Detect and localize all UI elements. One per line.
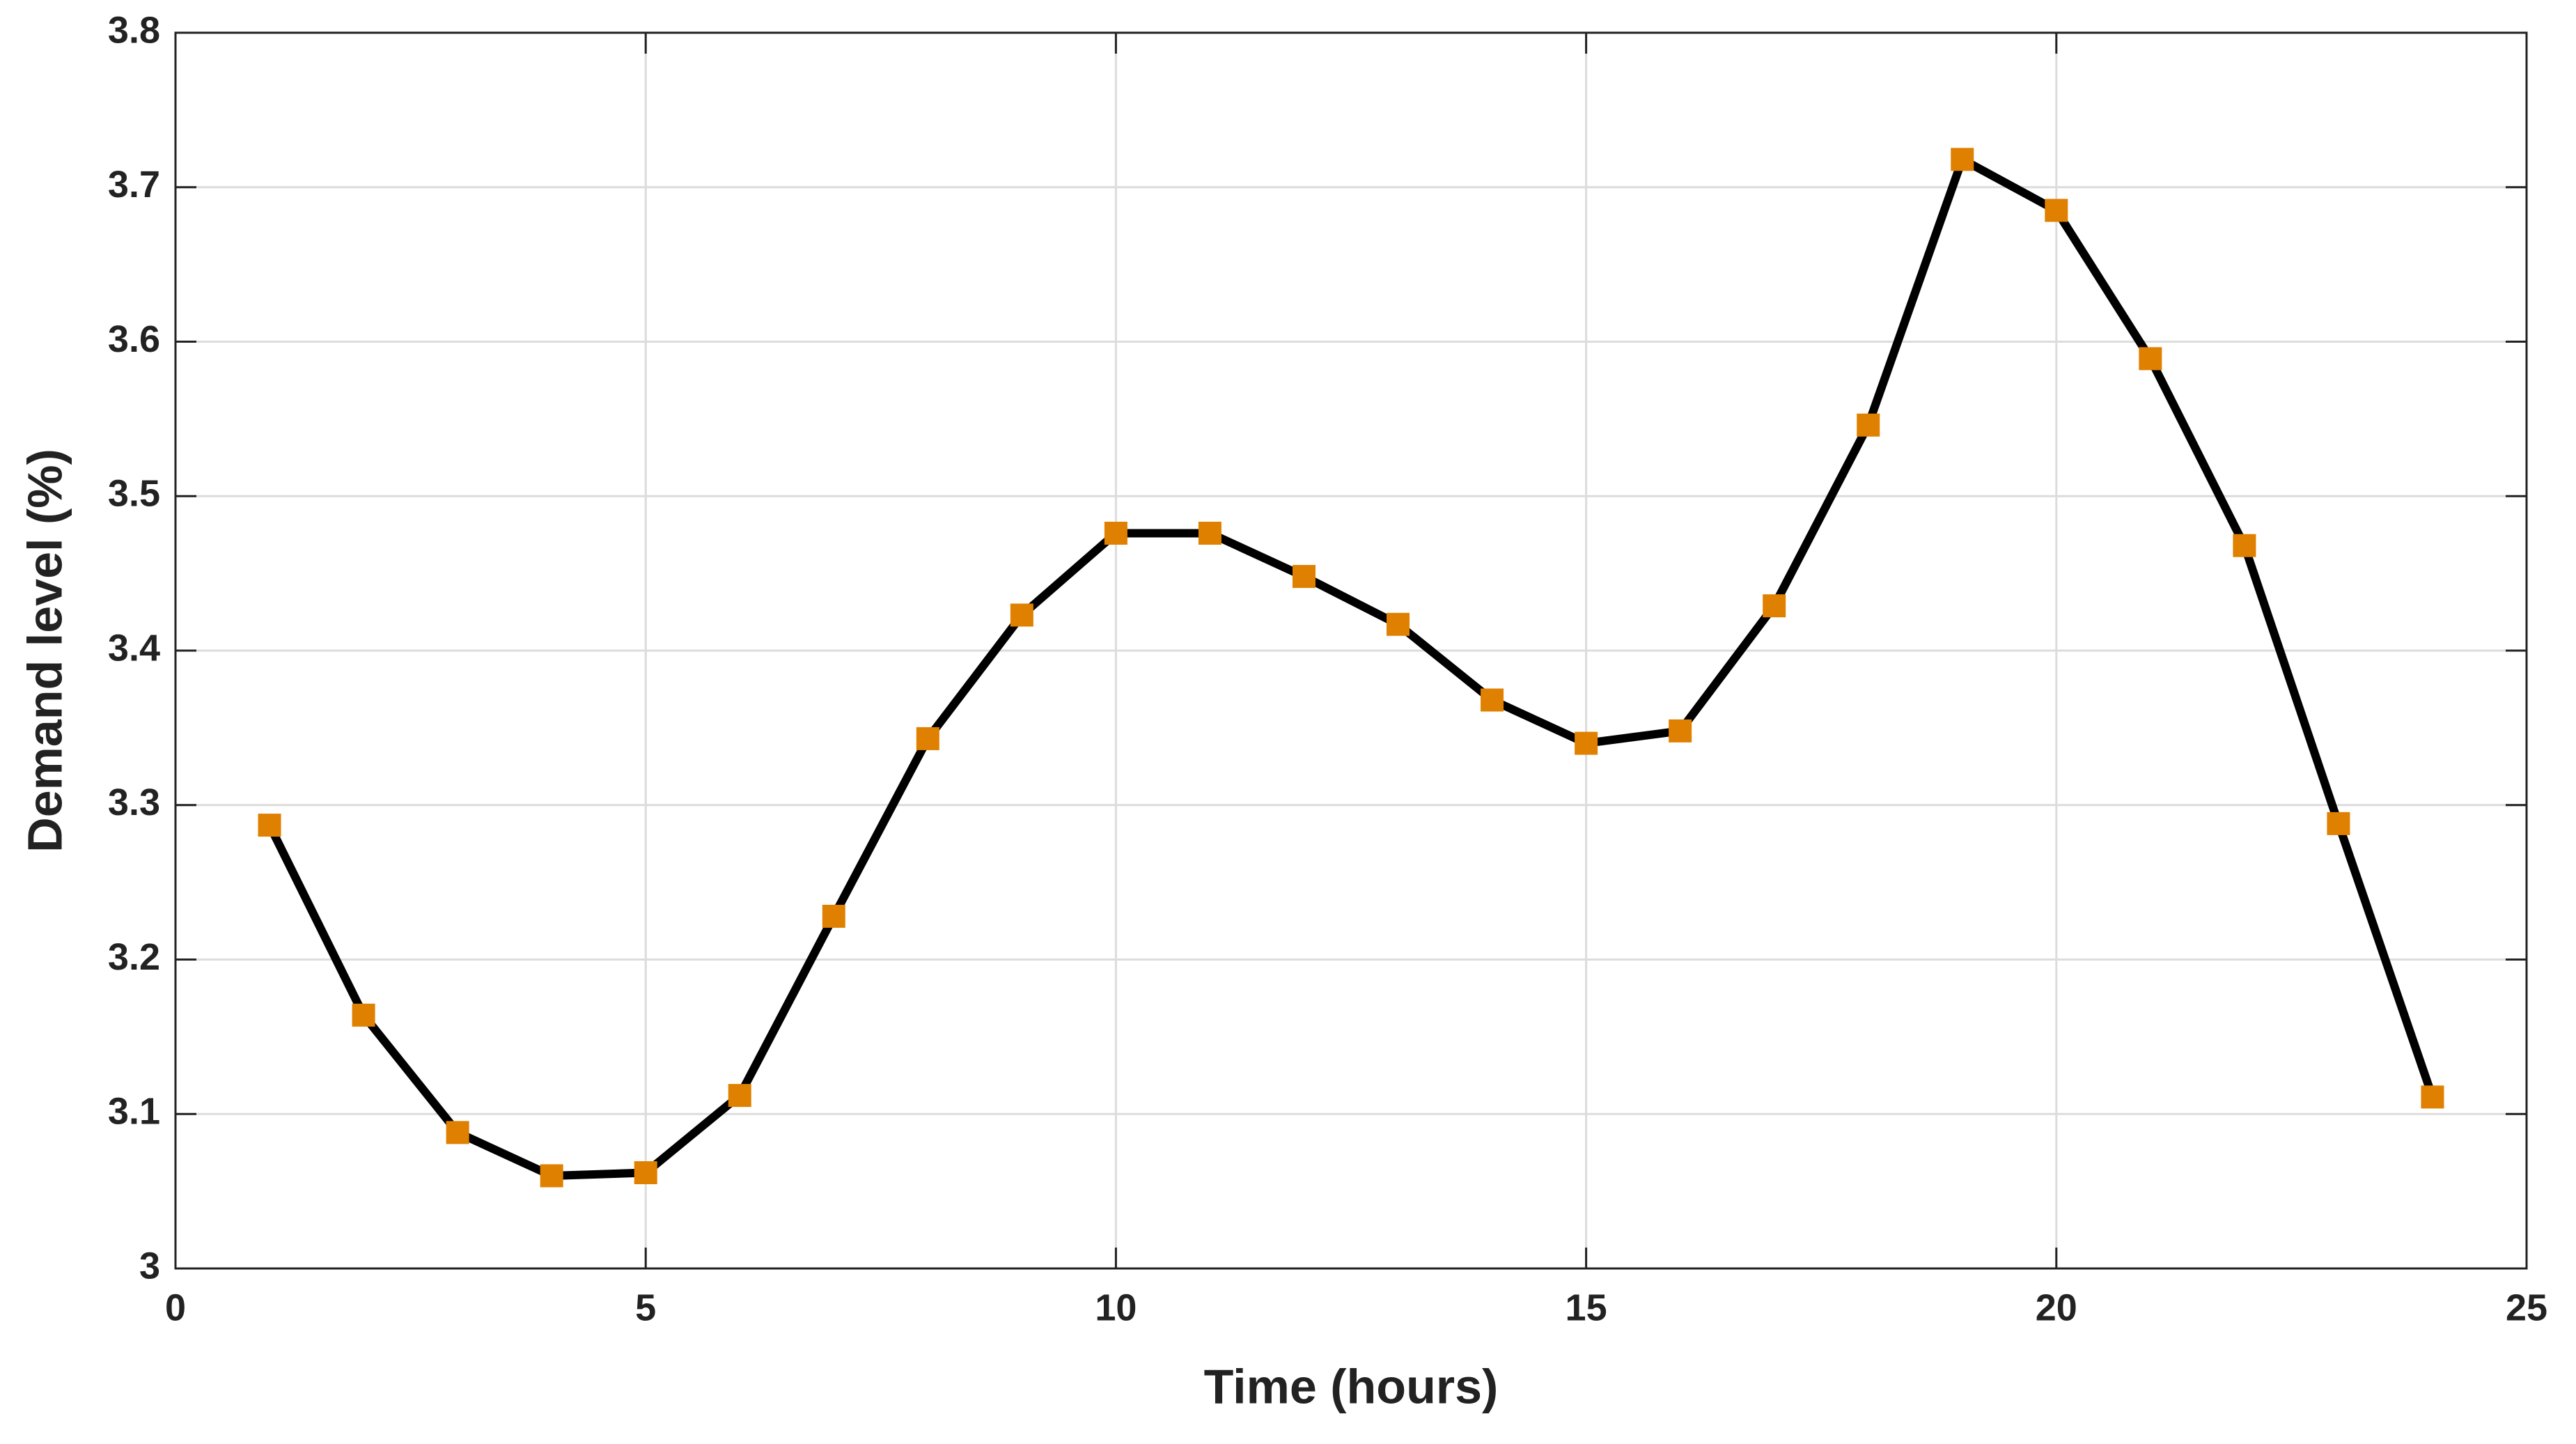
y-tick-label: 3.7: [108, 164, 160, 205]
data-marker: [822, 904, 845, 928]
data-marker: [2327, 812, 2350, 835]
data-marker: [2045, 199, 2068, 222]
data-marker: [1481, 688, 1504, 712]
data-marker: [916, 727, 939, 750]
data-marker: [1104, 521, 1127, 545]
data-marker: [1010, 603, 1033, 627]
data-marker: [1575, 731, 1598, 755]
data-marker: [1669, 719, 1692, 743]
y-axis-label: Demand level (%): [17, 449, 72, 853]
data-marker: [2139, 347, 2162, 371]
x-tick-label: 20: [2036, 1287, 2077, 1328]
x-tick-label: 5: [635, 1287, 656, 1328]
y-tick-label: 3.3: [108, 782, 160, 823]
plot-frame: [174, 31, 2528, 1270]
y-tick-label: 3.2: [108, 936, 160, 978]
x-tick-label: 10: [1095, 1287, 1137, 1328]
y-tick-label: 3.4: [108, 627, 160, 669]
data-marker: [1387, 612, 1410, 636]
y-tick-label: 3: [139, 1245, 160, 1287]
data-line: [265, 155, 2437, 1180]
data-marker: [1763, 594, 1786, 618]
data-marker: [728, 1084, 751, 1108]
x-tick-label: 0: [165, 1287, 186, 1328]
x-tick-label: 15: [1566, 1287, 1607, 1328]
data-marker: [2421, 1085, 2444, 1109]
data-marker: [634, 1161, 657, 1185]
data-marker: [1198, 521, 1221, 545]
data-marker: [1857, 413, 1880, 437]
data-marker: [352, 1003, 375, 1027]
data-marker: [2233, 534, 2256, 557]
data-marker: [1951, 148, 1974, 171]
x-tick-label: 25: [2506, 1287, 2547, 1328]
y-tick-label: 3.8: [108, 9, 160, 51]
data-marker: [446, 1121, 469, 1144]
y-tick-label: 3.5: [108, 473, 160, 515]
y-tick-label: 3.1: [108, 1091, 160, 1133]
x-axis-label: Time (hours): [1204, 1359, 1499, 1413]
data-marker: [258, 814, 281, 837]
data-marker: [1292, 565, 1316, 589]
y-tick-label: 3.6: [108, 318, 160, 360]
data-marker: [540, 1164, 563, 1188]
